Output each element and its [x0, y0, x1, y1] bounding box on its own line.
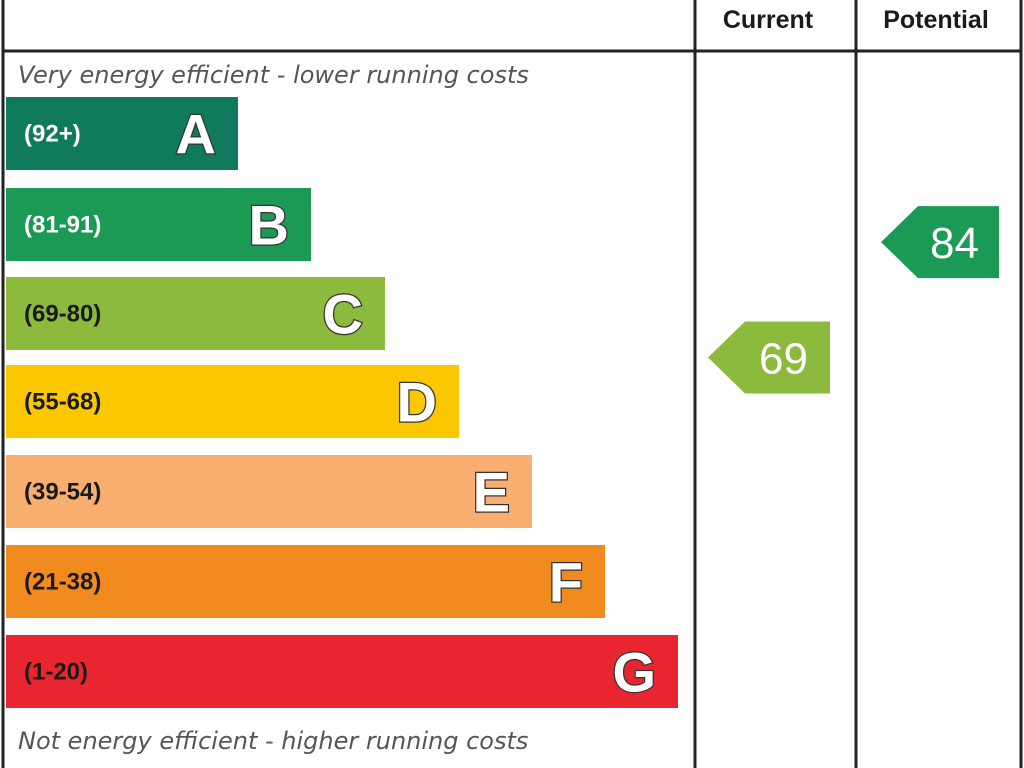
- band-bar-g: [6, 635, 678, 708]
- band-range-label: (81-91): [24, 212, 101, 239]
- current-column-header: Current: [723, 6, 814, 34]
- band-bar-a: [6, 97, 238, 170]
- band-a: (92+) A: [6, 97, 238, 170]
- rating-arrow-shape: [881, 206, 999, 279]
- rating-value: 69: [759, 335, 808, 384]
- band-range-label: (55-68): [24, 389, 101, 416]
- potential-column-header: Potential: [883, 6, 989, 34]
- band-letter: F: [549, 551, 583, 614]
- band-letter: A: [176, 103, 216, 166]
- band-g: (1-20) G: [6, 635, 678, 708]
- band-bar-c: [6, 277, 385, 350]
- top-caption: Very energy efficient - lower running co…: [18, 61, 529, 89]
- band-letter: E: [473, 461, 510, 524]
- rating-arrow-potential: 84: [881, 206, 999, 279]
- band-letter: D: [397, 371, 437, 434]
- band-letter: G: [612, 641, 656, 704]
- band-letter: C: [323, 283, 363, 346]
- band-d: (55-68) D: [6, 365, 459, 438]
- band-range-label: (39-54): [24, 479, 101, 506]
- band-c: (69-80) C: [6, 277, 385, 350]
- band-e: (39-54) E: [6, 455, 532, 528]
- bottom-caption: Not energy efficient - higher running co…: [18, 727, 528, 755]
- band-f: (21-38) F: [6, 545, 605, 618]
- rating-arrow-shape: [708, 321, 830, 394]
- band-range-label: (1-20): [24, 659, 88, 686]
- band-range-label: (92+): [24, 121, 81, 148]
- band-bar-e: [6, 455, 532, 528]
- band-bar-b: [6, 188, 311, 261]
- band-range-label: (69-80): [24, 301, 101, 328]
- rating-value: 84: [930, 219, 979, 268]
- rating-bands: (92+) A (81-91) B (69-80) C (55-68) D (39-54) E (2…: [6, 97, 678, 708]
- band-b: (81-91) B: [6, 188, 311, 261]
- band-letter: B: [249, 194, 289, 257]
- band-bar-f: [6, 545, 605, 618]
- rating-arrow-current: 69: [708, 321, 830, 394]
- rating-arrows: 69 84: [708, 206, 999, 394]
- band-bar-d: [6, 365, 459, 438]
- band-range-label: (21-38): [24, 569, 101, 596]
